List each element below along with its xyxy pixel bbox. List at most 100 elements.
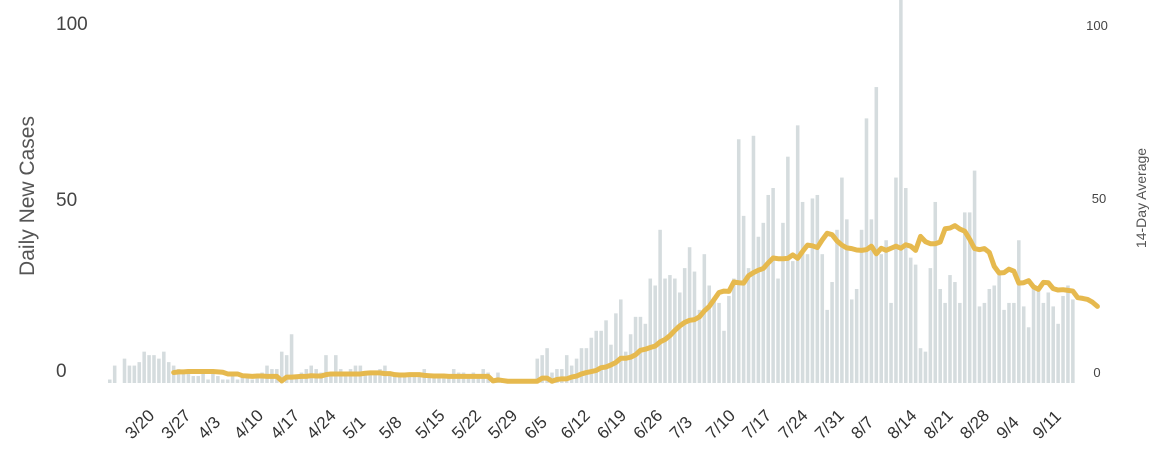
bar-117 [682, 268, 687, 383]
bar-100 [599, 330, 603, 383]
bar-97 [584, 348, 589, 383]
bar-184 [1012, 302, 1016, 383]
bar-124 [717, 302, 721, 383]
y-tick-left-0: 0 [56, 361, 67, 382]
x-tick-label-16: 7/10 [702, 406, 739, 443]
bar-122 [707, 285, 712, 383]
bar-57 [388, 372, 392, 383]
bar-158 [884, 240, 888, 383]
bar-138 [786, 156, 790, 383]
x-tick-label-9: 5/22 [448, 406, 485, 443]
bar-196 [1071, 299, 1075, 383]
bar-15 [181, 372, 186, 383]
bar-17 [191, 376, 196, 383]
bar-28 [245, 376, 250, 383]
bar-67 [437, 376, 441, 383]
bar-61 [407, 376, 412, 383]
bar-16 [186, 369, 191, 383]
bar-181 [997, 275, 1001, 383]
x-tick-label-5: 4/24 [303, 406, 340, 443]
bar-168 [933, 201, 938, 383]
bars-group [108, 0, 1075, 384]
x-tick-label-23: 8/28 [956, 406, 993, 443]
bar-174 [962, 212, 967, 383]
bar-176 [972, 170, 977, 383]
bar-110 [648, 278, 653, 383]
bar-114 [668, 275, 672, 383]
x-tick-label-8: 5/15 [412, 406, 449, 443]
bar-190 [1041, 302, 1046, 383]
bar-1 [112, 365, 117, 383]
bar-146 [825, 309, 829, 383]
x-tick-label-21: 8/14 [884, 406, 921, 443]
bar-132 [756, 236, 761, 383]
x-tick-label-22: 8/21 [920, 406, 957, 443]
bar-54 [373, 372, 377, 383]
bar-63 [417, 372, 422, 383]
bar-165 [918, 348, 923, 383]
y-tick-left-50: 50 [56, 190, 77, 211]
bar-62 [412, 372, 417, 383]
bar-187 [1026, 327, 1031, 383]
x-tick-label-17: 7/17 [738, 406, 775, 443]
bar-7 [142, 351, 146, 383]
bar-87 [535, 358, 540, 383]
bar-29 [250, 379, 255, 383]
x-tick-label-0: 3/20 [121, 406, 158, 443]
average-line [171, 223, 1100, 384]
x-tick-label-11: 6/5 [521, 413, 551, 443]
bar-58 [392, 376, 397, 383]
bar-89 [545, 348, 549, 383]
bar-112 [658, 229, 662, 383]
x-tick-label-20: 8/7 [847, 413, 877, 443]
x-ticks-group: 3/20 3/27 4/3 4/10 4/17 4/24 5/1 5/8 5/15 5/22 5/2… [121, 406, 1064, 443]
bar-134 [766, 194, 770, 383]
bar-75 [476, 376, 481, 383]
bar-68 [442, 376, 446, 383]
bar-129 [741, 215, 746, 383]
bar-189 [1036, 288, 1041, 383]
bar-92 [560, 369, 564, 383]
bar-162 [904, 188, 908, 383]
bar-147 [830, 282, 834, 383]
bar-153 [859, 229, 864, 383]
bar-167 [928, 268, 933, 383]
bar-95 [574, 358, 579, 383]
bar-98 [589, 337, 594, 383]
bar-24 [225, 379, 230, 383]
line-group [171, 223, 1100, 384]
y-tick-right-50: 50 [1092, 191, 1106, 206]
bar-35 [279, 351, 284, 383]
bar-125 [722, 330, 726, 383]
bar-193 [1056, 323, 1060, 383]
bar-9 [152, 355, 156, 383]
x-tick-label-3: 4/10 [230, 406, 267, 443]
bar-180 [992, 285, 997, 383]
bar-160 [894, 177, 898, 383]
bar-48 [343, 376, 348, 383]
bar-44 [324, 355, 328, 383]
bar-8 [147, 355, 151, 383]
x-tick-label-25: 9/11 [1029, 407, 1065, 443]
x-tick-label-15: 7/3 [666, 413, 696, 443]
bar-170 [943, 302, 947, 383]
bar-20 [206, 379, 210, 383]
bar-194 [1061, 295, 1065, 383]
bar-144 [815, 194, 820, 383]
bar-45 [329, 372, 333, 383]
y-tick-right-100: 100 [1086, 18, 1108, 33]
bar-133 [761, 222, 766, 383]
bar-127 [732, 278, 736, 383]
bar-192 [1051, 306, 1055, 383]
y-tick-left-100: 100 [56, 14, 88, 35]
bar-46 [334, 355, 338, 383]
bar-166 [923, 351, 928, 383]
bar-111 [653, 285, 657, 383]
bar-175 [967, 212, 972, 383]
bar-145 [820, 254, 825, 383]
bar-149 [840, 177, 844, 383]
bar-152 [854, 288, 859, 383]
y2-axis-title: 14-Day Average [1133, 148, 1149, 248]
bar-65 [427, 376, 431, 383]
y-axis-title: Daily New Cases [16, 116, 39, 276]
